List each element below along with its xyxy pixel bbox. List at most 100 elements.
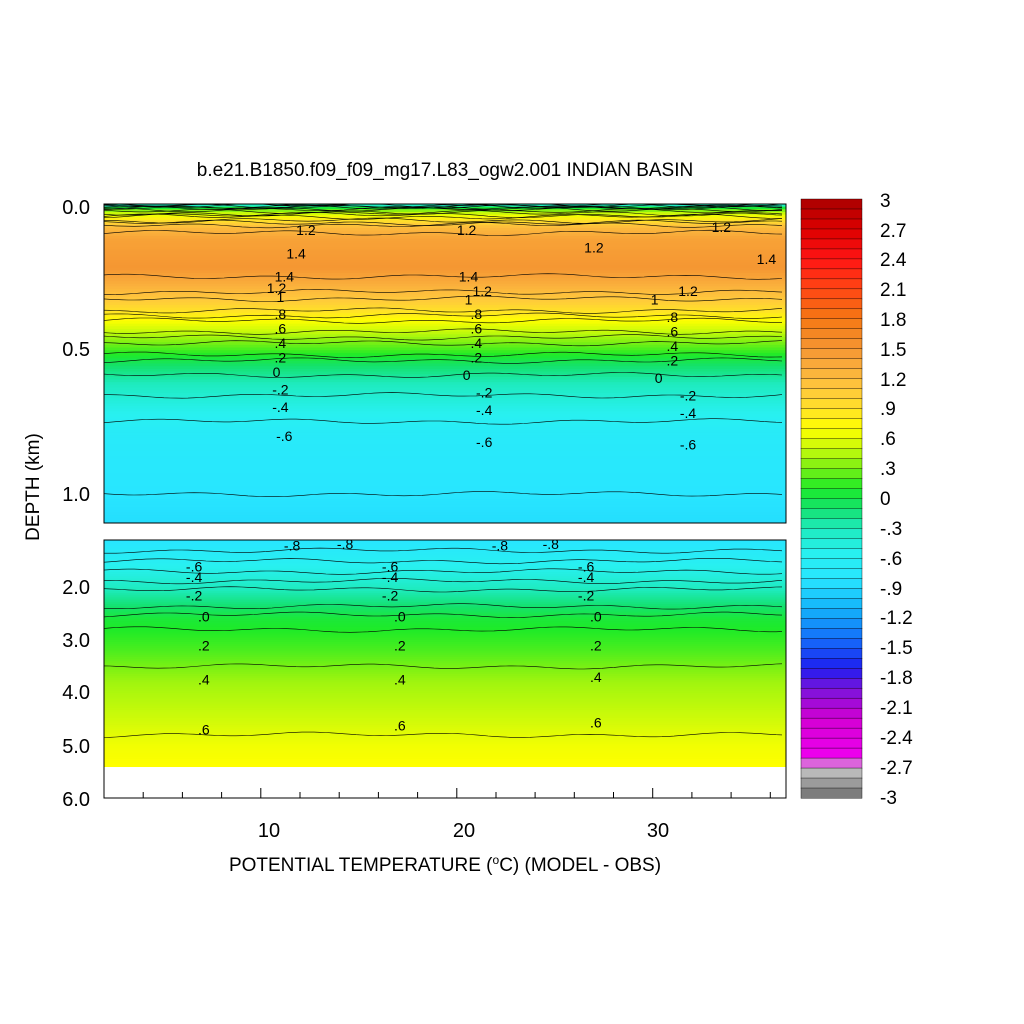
contour-fill-band	[104, 233, 786, 237]
contour-fill-band	[104, 672, 786, 675]
contour-fill-band	[104, 414, 786, 418]
contour-line	[104, 372, 783, 378]
contour-fill-band	[104, 564, 786, 568]
contour-line	[104, 317, 782, 324]
colorbar-label: 2.4	[880, 250, 907, 271]
contour-fill-band	[104, 651, 786, 654]
contour-label: .2	[275, 350, 287, 366]
contour-fill-band	[104, 493, 786, 498]
colorbar-box	[800, 438, 863, 450]
y-tick-label: 0.0	[62, 197, 90, 219]
contour-label: 1.4	[275, 269, 295, 285]
colorbar-box	[800, 588, 863, 599]
colorbar-box	[800, 757, 863, 769]
colorbar-box	[800, 248, 863, 260]
contour-fill-band	[104, 615, 786, 618]
colorbar-box	[800, 608, 863, 619]
contour-fill-band	[104, 717, 786, 720]
colorbar-box	[800, 558, 863, 569]
contour-line	[104, 219, 783, 226]
contour-line	[104, 222, 783, 229]
contour-fill-band	[104, 265, 786, 269]
colorbar-box	[800, 697, 863, 709]
contour-fill-band	[104, 604, 786, 607]
y-axis-upper: 0.0 0.5 1.0	[62, 197, 90, 506]
contour-fill-band	[104, 566, 786, 569]
contour-fill-band	[104, 706, 786, 709]
contour-fill-band	[104, 267, 786, 272]
contour-line	[104, 295, 783, 302]
contour-label: -.2	[186, 587, 203, 603]
contour-fill-band	[104, 756, 786, 760]
contour-label: 1	[651, 292, 659, 308]
contour-label: .2	[394, 637, 406, 653]
contour-fill-band	[104, 634, 786, 637]
contour-fill-band	[104, 738, 786, 741]
contour-fill-band	[104, 666, 786, 669]
contour-fill-band	[104, 656, 786, 660]
y-tick-label: 3.0	[62, 630, 90, 652]
colorbar-box	[800, 658, 863, 669]
contour-line	[104, 351, 783, 358]
contour-fill-band	[104, 709, 786, 713]
colorbar-box	[800, 298, 863, 310]
contour-fill-band	[104, 382, 786, 386]
colorbar-box	[800, 368, 863, 380]
colorbar-box	[800, 678, 863, 689]
contour-fill-band	[104, 613, 786, 617]
contour-fill-band	[104, 541, 786, 545]
contour-fill-band	[104, 275, 786, 280]
contour-fill-band	[104, 416, 786, 420]
contour-fill-band	[104, 262, 786, 266]
contour-fill-band	[104, 384, 786, 389]
colorbar-label: -.9	[880, 579, 902, 600]
contour-fill-band	[104, 715, 786, 718]
contour-fill-band	[104, 692, 786, 696]
colorbar-box	[800, 378, 863, 390]
contour-fill-band	[104, 424, 786, 428]
colorbar-box	[800, 318, 863, 330]
contour-fill-band	[104, 363, 786, 367]
contour-fill-band	[104, 515, 786, 519]
x-tick-label: 10	[258, 820, 280, 842]
contour-fill-band	[104, 739, 786, 743]
contour-label: 1.4	[459, 269, 479, 285]
colorbar-box	[800, 767, 863, 779]
colorbar-box	[800, 618, 863, 629]
contour-fill-band	[104, 214, 786, 218]
contour-line	[104, 334, 783, 341]
contour-fill-band	[104, 376, 786, 381]
colorbar-box	[800, 628, 863, 639]
contour-line	[104, 578, 783, 585]
contour-label: .6	[666, 324, 678, 340]
contour-fill-band	[104, 598, 786, 601]
colorbar-box	[800, 668, 863, 679]
contour-label: .6	[471, 321, 483, 337]
colorbar-box	[800, 528, 863, 539]
contour-fill-band	[104, 488, 786, 492]
contour-fill-band	[104, 411, 786, 415]
contour-fill-band	[104, 281, 786, 285]
contour-fill-band	[104, 451, 786, 455]
contour-fill-band	[104, 283, 786, 288]
contour-fill-band	[104, 736, 786, 739]
contour-fill-band	[104, 294, 786, 298]
contour-label: .8	[275, 306, 287, 322]
contour-label: -.4	[272, 399, 289, 415]
contour-fill-band	[104, 594, 786, 598]
contour-fill-band	[104, 504, 786, 508]
contour-fill-band	[104, 469, 786, 474]
contour-fill-band	[104, 719, 786, 722]
colorbar-label: .9	[880, 399, 896, 420]
contour-label: 1.2	[296, 222, 316, 238]
contour-fill-band	[104, 690, 786, 694]
colorbar-box	[800, 518, 863, 529]
contour-fill-band	[104, 658, 786, 662]
contour-label: -.2	[680, 387, 697, 403]
y-tick-label: 1.0	[62, 484, 90, 506]
contour-fill-band	[104, 664, 786, 668]
colorbar-label: 3	[880, 191, 891, 212]
contour-label: -.4	[476, 402, 493, 418]
contour-label: -.8	[543, 536, 560, 552]
